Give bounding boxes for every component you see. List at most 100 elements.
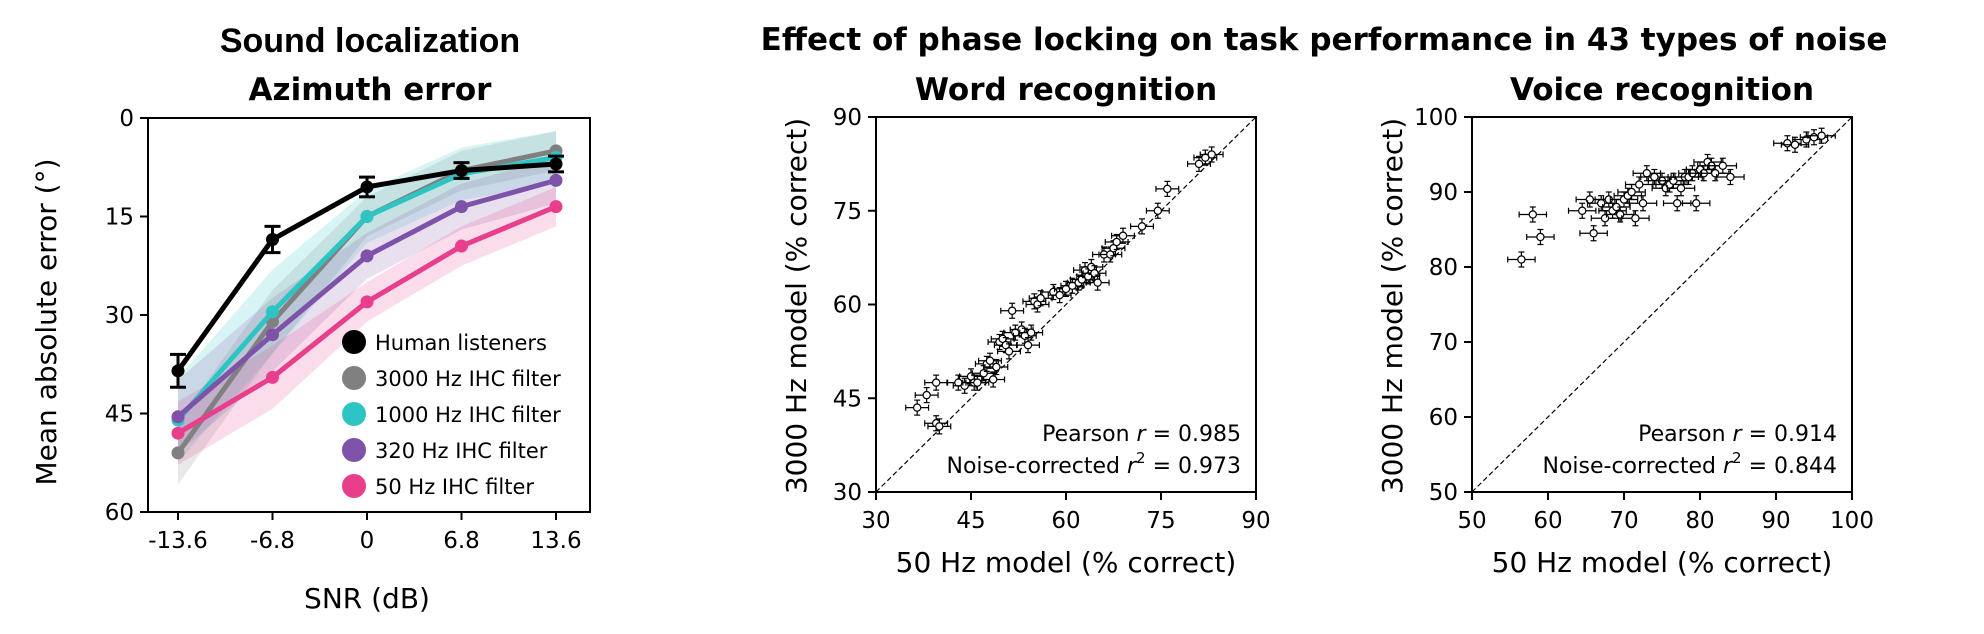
y-tick-label: 45 xyxy=(105,402,134,428)
word-point xyxy=(1112,237,1121,247)
voice-point xyxy=(1577,206,1587,215)
word-point xyxy=(1023,340,1033,350)
legend-marker-320-hz-ihc-filter xyxy=(342,438,366,462)
voice-point xyxy=(1600,214,1610,223)
point-320-hz-ihc-filter xyxy=(171,410,185,424)
point-50-hz-ihc-filter xyxy=(360,295,374,309)
word-point xyxy=(1007,306,1017,315)
voice-point xyxy=(1528,210,1538,219)
voice-x-tick-label: 80 xyxy=(1685,508,1714,534)
point-320-hz-ihc-filter xyxy=(266,328,279,342)
point-320-hz-ihc-filter xyxy=(360,249,374,263)
point-human-listeners xyxy=(171,364,185,378)
voice-identity-line xyxy=(1471,116,1853,493)
word-point xyxy=(1004,347,1014,356)
word-y-tick-label: 30 xyxy=(833,480,862,506)
word-point xyxy=(935,422,944,431)
voice-point xyxy=(1691,199,1701,208)
voice-point xyxy=(1718,161,1728,170)
voice-point xyxy=(1676,184,1686,193)
point-human-listeners xyxy=(455,164,468,178)
point-50-hz-ihc-filter xyxy=(549,200,563,214)
voice-y-axis-label: 3000 Hz model (% correct) xyxy=(1376,118,1409,494)
point-human-listeners xyxy=(549,157,563,171)
voice-point xyxy=(1672,199,1682,208)
right-group-title: Effect of phase locking on task performa… xyxy=(761,22,1888,58)
word-point xyxy=(979,369,988,378)
voice-point xyxy=(1517,255,1526,264)
point-320-hz-ihc-filter xyxy=(455,200,468,214)
point-1000-hz-ihc-filter xyxy=(360,210,374,223)
word-y-tick-label: 90 xyxy=(833,105,862,131)
word-point xyxy=(1055,290,1064,300)
x-tick-label: -13.6 xyxy=(148,528,208,554)
voice-noise-corrected-annotation: Noise-corrected r2 = 0.844 xyxy=(1543,449,1838,479)
voice-point xyxy=(1615,210,1625,219)
legend-label-1000-hz-ihc-filter: 1000 Hz IHC filter xyxy=(375,403,561,427)
point-1000-hz-ihc-filter xyxy=(266,305,279,319)
word-x-tick-label: 45 xyxy=(956,508,985,534)
word-point xyxy=(1093,278,1102,287)
word-x-axis-label: 50 Hz model (% correct) xyxy=(896,546,1237,579)
voice-y-tick-label: 80 xyxy=(1429,255,1458,281)
x-tick-label: 6.8 xyxy=(443,528,480,554)
word-noise-corrected-annotation: Noise-corrected r2 = 0.973 xyxy=(947,449,1242,479)
voice-point xyxy=(1596,199,1606,208)
legend-marker-1000-hz-ihc-filter xyxy=(342,402,366,426)
legend-label-human-listeners: Human listeners xyxy=(375,331,547,355)
voice-plot-frame xyxy=(1471,116,1853,493)
voice-point xyxy=(1589,229,1598,238)
x-tick-label: 0 xyxy=(360,528,375,554)
word-point xyxy=(1153,206,1163,215)
voice-point xyxy=(1710,169,1720,178)
legend-marker-human-listeners xyxy=(342,330,366,354)
voice-pearson-annotation: Pearson r = 0.914 xyxy=(1638,422,1837,447)
word-point xyxy=(912,403,922,412)
point-3000-hz-ihc-filter xyxy=(171,446,185,460)
voice-x-tick-label: 70 xyxy=(1609,508,1638,534)
word-point xyxy=(992,362,1001,372)
y-tick-label: 0 xyxy=(119,106,134,132)
legend-marker-50-hz-ihc-filter xyxy=(342,474,366,498)
voice-x-tick-label: 90 xyxy=(1761,508,1790,534)
word-point xyxy=(1090,269,1099,278)
word-point xyxy=(985,356,995,365)
voice-recognition-panel: Voice recognition 50 Hz model (% correct… xyxy=(1376,72,1874,579)
word-x-tick-label: 30 xyxy=(861,508,890,534)
word-pearson-annotation: Pearson r = 0.985 xyxy=(1042,422,1241,447)
voice-y-tick-label: 100 xyxy=(1414,105,1458,131)
voice-point xyxy=(1650,172,1659,182)
left-panel-title: Sound localization xyxy=(220,22,520,60)
azimuth-x-axis-label: SNR (dB) xyxy=(304,582,430,615)
point-50-hz-ihc-filter xyxy=(455,239,468,253)
azimuth-error-panel: Azimuth error SNR (dB) Mean absolute err… xyxy=(30,72,591,615)
voice-point xyxy=(1638,199,1648,208)
legend-label-3000-hz-ihc-filter: 3000 Hz IHC filter xyxy=(375,367,561,391)
voice-point xyxy=(1817,131,1826,140)
voice-point xyxy=(1726,172,1735,182)
word-x-tick-label: 75 xyxy=(1146,508,1175,534)
voice-x-axis-label: 50 Hz model (% correct) xyxy=(1492,546,1833,579)
word-point xyxy=(1194,159,1204,169)
voice-y-tick-label: 60 xyxy=(1429,405,1458,431)
x-tick-label: 13.6 xyxy=(530,528,581,554)
voice-point xyxy=(1809,133,1819,142)
word-y-axis-label: 3000 Hz model (% correct) xyxy=(780,118,813,494)
band-320-hz-ihc-filter xyxy=(178,157,556,454)
word-x-tick-label: 60 xyxy=(1051,508,1080,534)
voice-point xyxy=(1631,214,1640,223)
word-point xyxy=(1137,222,1147,231)
word-recognition-title: Word recognition xyxy=(915,72,1217,108)
legend-label-320-hz-ihc-filter: 320 Hz IHC filter xyxy=(375,439,548,463)
voice-point xyxy=(1790,140,1800,149)
point-human-listeners xyxy=(266,232,279,246)
voice-recognition-title: Voice recognition xyxy=(1510,72,1814,108)
voice-y-tick-label: 90 xyxy=(1429,180,1458,206)
point-50-hz-ihc-filter xyxy=(266,370,279,384)
voice-x-tick-label: 100 xyxy=(1830,508,1874,534)
voice-y-tick-label: 50 xyxy=(1429,480,1458,506)
word-x-tick-label: 90 xyxy=(1241,508,1270,534)
legend-label-50-hz-ihc-filter: 50 Hz IHC filter xyxy=(375,475,534,499)
band-50-hz-ihc-filter xyxy=(178,186,556,465)
